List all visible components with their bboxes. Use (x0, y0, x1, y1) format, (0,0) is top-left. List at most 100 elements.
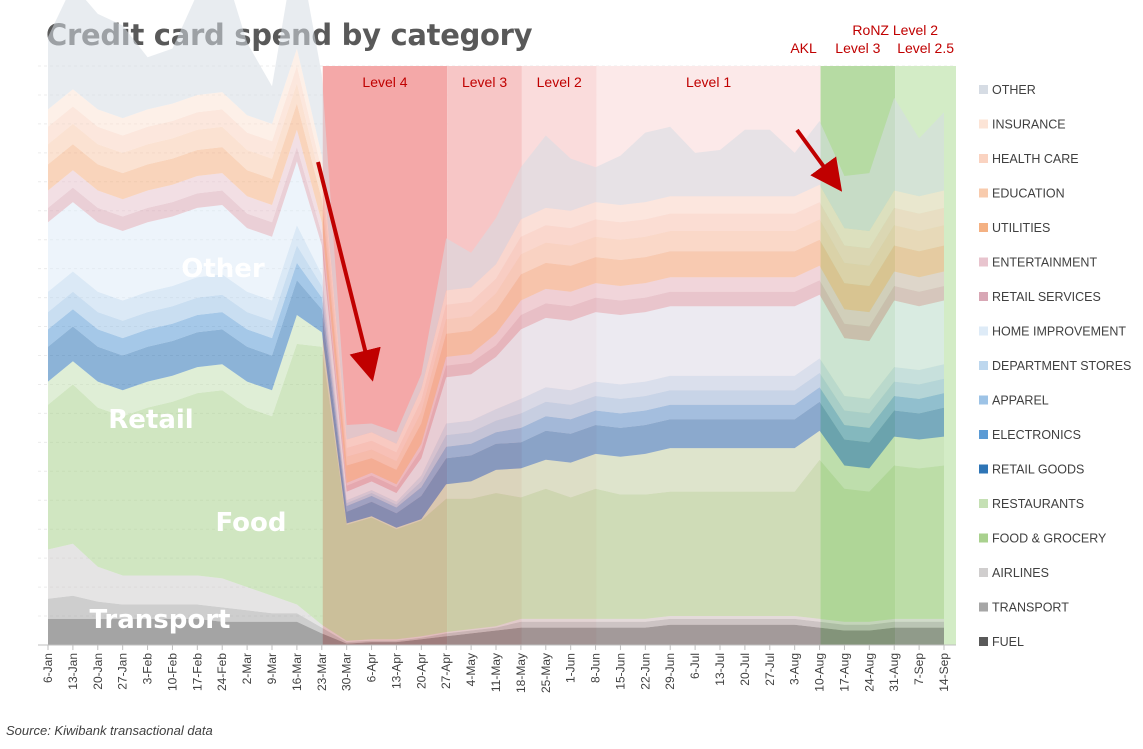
x-tick-label: 30-Mar (340, 653, 354, 691)
legend-label: HOME IMPROVEMENT (992, 325, 1126, 339)
x-tick-label: 4-May (464, 653, 478, 686)
x-tick-label: 1-Jun (564, 653, 578, 683)
legend-label: RETAIL GOODS (992, 463, 1084, 477)
legend-swatch (979, 395, 988, 405)
area-home-improvement (48, 161, 944, 502)
arrow-akl-drop (795, 128, 843, 192)
x-tick-label: 18-May (514, 653, 528, 693)
legend-swatch (979, 85, 988, 94)
level-label: Level 3 (835, 40, 880, 56)
legend-label: OTHER (992, 83, 1036, 97)
legend-swatch (979, 361, 988, 370)
x-tick-label: 7-Sep (912, 653, 926, 685)
arrow-level4-drop (316, 161, 381, 382)
legend-label: ENTERTAINMENT (992, 256, 1097, 270)
arrows (316, 128, 843, 382)
x-tick-label: 6-Jan (41, 653, 55, 683)
level-label-above: AKL (790, 40, 817, 56)
x-tick-label: 22-Jun (638, 653, 652, 690)
x-tick-label: 3-Aug (788, 653, 802, 685)
area-utilities (48, 103, 944, 485)
x-tick-label: 10-Aug (813, 653, 827, 692)
legend-label: INSURANCE (992, 118, 1066, 132)
x-tick-label: 11-May (489, 653, 503, 692)
legend-swatch (979, 637, 988, 646)
x-tick-label: 9-Mar (265, 653, 279, 684)
legend-label: FOOD & GROCERY (992, 532, 1107, 546)
legend-label: AIRLINES (992, 566, 1049, 580)
x-tick-label: 27-Apr (439, 653, 453, 689)
level-labels: Level 4 Level 3 Level 2 Level 1 Level 3 AKL Le… (362, 22, 954, 90)
x-tick-label: 17-Feb (190, 653, 204, 691)
level-label: Level 4 (362, 74, 407, 90)
x-tick-label: 13-Jul (713, 653, 727, 686)
x-tick-label: 6-Jul (688, 653, 702, 679)
x-tick-label: 27-Jul (763, 653, 777, 686)
x-axis (38, 644, 956, 650)
x-tick-label: 24-Aug (862, 653, 876, 692)
area-fuel (48, 618, 944, 645)
legend-swatch (979, 223, 988, 232)
group-label-transport: Transport (90, 605, 231, 635)
legend-label: RESTAURANTS (992, 497, 1084, 511)
x-tick-label: 2-Mar (240, 653, 254, 684)
area-transport (48, 595, 944, 644)
group-label-other: Other (181, 254, 265, 284)
area-entertainment (48, 129, 944, 488)
legend: OTHER INSURANCE HEALTH CARE EDUCATION UTILIT… (979, 83, 1131, 649)
legend-label: DEPARTMENT STORES (992, 359, 1131, 373)
x-tick-label: 24-Feb (215, 653, 229, 691)
x-tick-label: 10-Feb (165, 653, 179, 691)
area-airlines (48, 543, 944, 643)
group-labels: Other Retail Food Transport (90, 254, 287, 635)
x-tick-label: 3-Feb (141, 653, 155, 685)
area-food-grocery (48, 343, 944, 641)
level-label: Level 1 (686, 74, 731, 90)
area-other (48, 0, 944, 444)
x-tick-label: 20-Jan (91, 653, 105, 690)
level-label: Level 3 (462, 74, 507, 90)
legend-label: FUEL (992, 635, 1024, 649)
x-tick-label: 15-Jun (613, 653, 627, 690)
legend-swatch (979, 119, 988, 129)
level-label: Level 2 (537, 74, 582, 90)
legend-swatch (979, 430, 988, 439)
legend-label: HEALTH CARE (992, 152, 1079, 166)
area-retail-services (48, 147, 944, 493)
legend-swatch (979, 188, 988, 198)
x-tick-label: 16-Mar (290, 653, 304, 691)
legend-label: RETAIL SERVICES (992, 290, 1101, 304)
x-tick-label: 6-Apr (365, 653, 379, 682)
x-tick-label: 29-Jun (663, 653, 677, 690)
legend-label: UTILITIES (992, 221, 1050, 235)
x-tick-label: 13-Jan (66, 653, 80, 690)
legend-swatch (979, 257, 988, 267)
legend-swatch (979, 292, 988, 301)
x-tick-labels: 6-Jan 13-Jan 20-Jan 27-Jan 3-Feb 10-Feb 17-Feb… (41, 653, 951, 693)
x-tick-label: 20-Apr (414, 653, 428, 689)
legend-swatch (979, 602, 988, 612)
x-tick-label: 23-Mar (315, 653, 329, 691)
x-tick-label: 14-Sep (937, 653, 951, 692)
legend-swatch (979, 533, 988, 543)
legend-label: EDUCATION (992, 187, 1065, 201)
x-tick-label: 27-Jan (116, 653, 130, 690)
legend-label: TRANSPORT (992, 601, 1069, 615)
level-label: Level 2.5 (897, 40, 954, 56)
group-label-retail: Retail (108, 405, 193, 435)
x-tick-label: 8-Jun (589, 653, 603, 683)
legend-swatch (979, 499, 988, 508)
legend-label: ELECTRONICS (992, 428, 1081, 442)
x-tick-label: 25-May (539, 653, 553, 693)
x-tick-label: 20-Jul (738, 653, 752, 686)
legend-swatch (979, 326, 988, 336)
legend-swatch (979, 464, 988, 474)
source-note: Source: Kiwibank transactional data (6, 723, 213, 738)
level-label-above: RoNZ Level 2 (852, 22, 938, 38)
area-series (48, 0, 944, 645)
area-restaurants (48, 315, 944, 530)
x-tick-label: 13-Apr (389, 653, 403, 689)
x-tick-label: 17-Aug (837, 653, 851, 692)
legend-swatch (979, 568, 988, 577)
